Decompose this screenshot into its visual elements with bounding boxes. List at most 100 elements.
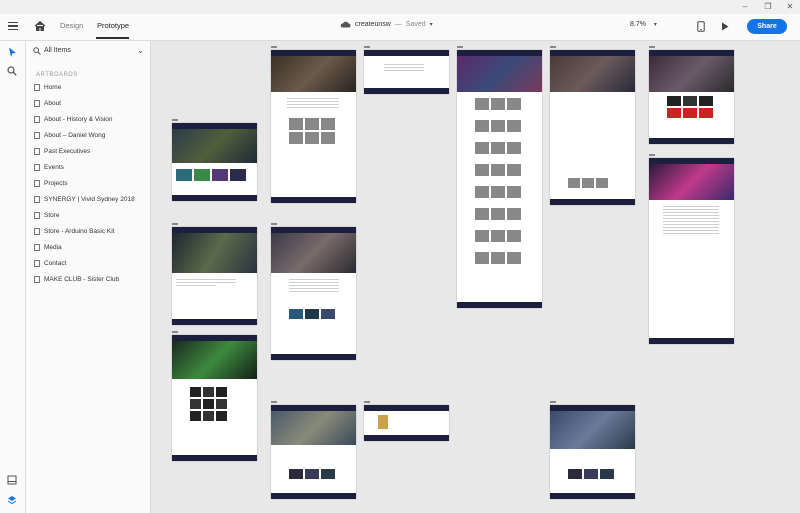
artboard-item[interactable]: Past Executives xyxy=(26,145,150,161)
artboard-item[interactable]: Store xyxy=(26,209,150,225)
site-nav xyxy=(172,227,257,233)
zoom-icon[interactable] xyxy=(7,66,17,76)
site-footer xyxy=(364,435,449,441)
hero-image xyxy=(271,56,356,92)
thumbnail-grid xyxy=(568,469,614,479)
artboard-label: About – Daniel Wong xyxy=(44,132,106,139)
artboard-thumbnail[interactable] xyxy=(649,154,734,344)
artboard-thumbnail[interactable] xyxy=(172,331,257,461)
artboard-icon xyxy=(34,196,40,203)
thumbnail-grid xyxy=(568,178,608,188)
artboard-list: Home About About - History & Vision Abou… xyxy=(26,81,150,289)
tab-prototype[interactable]: Prototype xyxy=(97,21,130,30)
hero-image xyxy=(550,56,635,92)
site-footer xyxy=(457,302,542,308)
artboard-label: Store xyxy=(44,212,60,219)
artboard-icon xyxy=(34,84,40,91)
site-nav xyxy=(172,335,257,341)
play-icon[interactable] xyxy=(721,22,729,31)
site-nav xyxy=(649,50,734,56)
device-preview-icon[interactable] xyxy=(697,21,705,32)
artboard-icon xyxy=(34,148,40,155)
artboard-label: Home xyxy=(44,84,62,91)
app-header: Design Prototype createunsw — Saved ▾ 8.… xyxy=(0,14,800,41)
artboard-icon xyxy=(34,132,40,139)
artboard-thumbnail[interactable] xyxy=(364,46,449,94)
artboard-title-tag xyxy=(271,223,277,225)
artboard-thumbnail[interactable] xyxy=(271,46,356,203)
close-icon[interactable]: ✕ xyxy=(786,2,794,11)
artboard-item[interactable]: About – Daniel Wong xyxy=(26,129,150,145)
site-nav xyxy=(550,50,635,56)
chevron-down-icon: ⌄ xyxy=(137,46,144,55)
artboard-thumbnail[interactable] xyxy=(271,223,356,360)
artboard-item[interactable]: About - History & Vision xyxy=(26,113,150,129)
artboard-thumbnail[interactable] xyxy=(172,223,257,325)
assets-icon[interactable] xyxy=(7,475,17,485)
hero-image xyxy=(550,411,635,449)
artboard-title-tag xyxy=(271,46,277,48)
artboard-thumbnail[interactable] xyxy=(172,119,257,201)
artboard-thumbnail[interactable] xyxy=(364,401,449,441)
thumbnail-grid xyxy=(289,118,335,144)
document-title[interactable]: createunsw — Saved ▾ xyxy=(340,21,433,28)
site-footer xyxy=(172,455,257,461)
artboards-heading: ARTBOARDS xyxy=(36,72,78,78)
site-nav xyxy=(364,50,449,56)
artboard-label: About xyxy=(44,100,61,107)
artboard-item[interactable]: SYNERGY | Vivid Sydney 2018 xyxy=(26,193,150,209)
site-nav xyxy=(271,50,356,56)
artboard-label: About - History & Vision xyxy=(44,116,113,123)
artboard-label: Past Executives xyxy=(44,148,91,155)
artboard-label: Store - Arduino Basic Kit xyxy=(44,228,115,235)
zoom-value: 8.7% xyxy=(630,21,646,28)
artboard-item[interactable]: Store - Arduino Basic Kit xyxy=(26,225,150,241)
share-button[interactable]: Share xyxy=(747,19,787,34)
artboard-item[interactable]: Contact xyxy=(26,257,150,273)
site-footer xyxy=(649,338,734,344)
text-block xyxy=(289,279,339,294)
save-status: Saved xyxy=(405,21,426,28)
site-footer xyxy=(172,195,257,201)
site-footer xyxy=(649,138,734,144)
tab-design[interactable]: Design xyxy=(60,21,84,30)
filter-dropdown[interactable]: All Items ⌄ xyxy=(32,45,146,59)
select-arrow-icon[interactable] xyxy=(8,47,17,58)
design-canvas[interactable] xyxy=(151,41,800,513)
artboard-item[interactable]: Home xyxy=(26,81,150,97)
thumbnail-grid xyxy=(475,98,521,264)
layers-icon[interactable] xyxy=(7,495,17,505)
search-icon xyxy=(33,47,41,55)
artboard-item[interactable]: Events xyxy=(26,161,150,177)
home-icon[interactable] xyxy=(33,19,47,33)
site-footer xyxy=(271,354,356,360)
artboard-icon xyxy=(34,228,40,235)
thumbnail-grid xyxy=(667,96,713,118)
artboard-item[interactable]: Projects xyxy=(26,177,150,193)
artboard-item[interactable]: MAKE CLUB - Sister Club xyxy=(26,273,150,289)
artboard-thumbnail[interactable] xyxy=(649,46,734,144)
active-tab-indicator xyxy=(96,37,129,39)
hamburger-icon[interactable] xyxy=(8,22,18,30)
artboard-item[interactable]: Media xyxy=(26,241,150,257)
artboard-thumbnail[interactable] xyxy=(457,46,542,308)
site-footer xyxy=(172,319,257,325)
chevron-down-icon[interactable]: ▾ xyxy=(429,22,433,28)
artboard-thumbnail[interactable] xyxy=(550,46,635,205)
zoom-control[interactable]: 8.7% ▾ xyxy=(630,21,657,28)
artboard-label: Contact xyxy=(44,260,67,267)
window-titlebar: – ❐ ✕ xyxy=(0,0,800,14)
artboard-label: Events xyxy=(44,164,64,171)
artboard-title-tag xyxy=(649,46,655,48)
artboard-thumbnail[interactable] xyxy=(271,401,356,499)
minimize-icon[interactable]: – xyxy=(742,2,748,11)
artboard-label: SYNERGY | Vivid Sydney 2018 xyxy=(44,196,135,203)
artboard-item[interactable]: About xyxy=(26,97,150,113)
site-footer xyxy=(364,88,449,94)
artboard-title-tag xyxy=(550,46,556,48)
restore-icon[interactable]: ❐ xyxy=(764,2,772,11)
artboard-icon xyxy=(34,116,40,123)
cloud-icon xyxy=(340,21,351,28)
thumbnail-grid xyxy=(289,309,335,319)
artboard-thumbnail[interactable] xyxy=(550,401,635,499)
